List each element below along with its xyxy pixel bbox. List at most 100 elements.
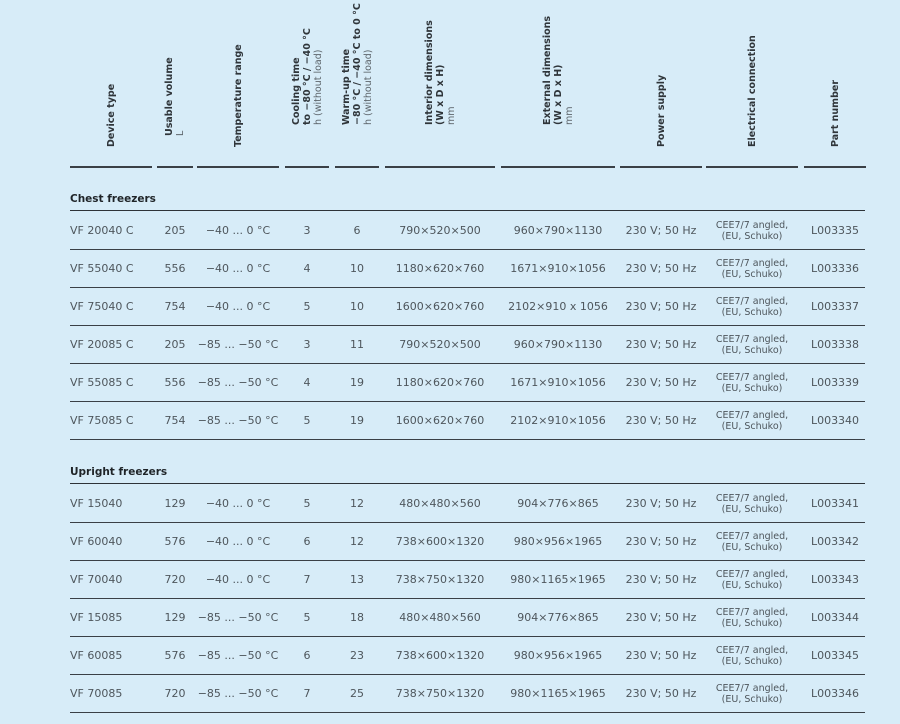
section-title: Chest freezers xyxy=(70,193,865,211)
table-cell: 230 V; 50 Hz xyxy=(625,611,697,624)
table-cell: 980×956×1965 xyxy=(513,535,603,548)
table-cell: 6 xyxy=(353,224,361,237)
table-cell: −40 ... 0 °C xyxy=(205,262,271,275)
table-cell: VF 60040 xyxy=(70,535,123,548)
header-text: Electrical connection xyxy=(746,35,758,147)
table-header: Device type Usable volume L Temperature ran… xyxy=(0,0,900,170)
table-cell: VF 15085 xyxy=(70,611,123,624)
table-cell: VF 20040 C xyxy=(70,224,134,237)
table-cell: L003344 xyxy=(810,611,860,624)
table-row: VF 20040 C 205 −40 ... 0 °C 3 6 790×520×500 96… xyxy=(70,212,865,250)
table-cell: 7 xyxy=(303,573,311,586)
header-text: Power supply xyxy=(655,74,667,147)
header-text: Part number xyxy=(829,79,841,147)
table-cell: 6 xyxy=(303,535,311,548)
table-cell: VF 55040 C xyxy=(70,262,134,275)
header-unit: h (without load) xyxy=(362,49,374,126)
table-cell: −40 ... 0 °C xyxy=(205,573,271,586)
table-cell: CEE7/7 angled, (EU, Schuko) xyxy=(715,333,789,356)
table-cell: 980×1165×1965 xyxy=(510,687,606,700)
table-cell: 129 xyxy=(164,497,186,510)
table-cell: 230 V; 50 Hz xyxy=(625,414,697,427)
table-cell: 230 V; 50 Hz xyxy=(625,573,697,586)
table-cell: L003346 xyxy=(810,687,860,700)
table-cell: VF 70040 xyxy=(70,573,123,586)
section-title: Upright freezers xyxy=(70,466,865,484)
table-row: VF 15085 129 −85 ... −50 °C 5 18 480×480×560 9… xyxy=(70,599,865,637)
table-cell: 576 xyxy=(164,535,186,548)
table-cell: 12 xyxy=(350,535,364,548)
header-text: (W x D x H) xyxy=(434,64,446,125)
table-cell: L003338 xyxy=(810,338,860,351)
header-text: to −80 °C / −40 °C xyxy=(301,28,313,125)
table-cell: 230 V; 50 Hz xyxy=(625,649,697,662)
table-cell: 5 xyxy=(303,611,311,624)
table-cell: −85 ... −50 °C xyxy=(197,649,279,662)
table-cell: 3 xyxy=(303,338,311,351)
table-cell: CEE7/7 angled, (EU, Schuko) xyxy=(715,530,789,553)
table-cell: 720 xyxy=(164,687,186,700)
table-cell: 11 xyxy=(350,338,364,351)
table-cell: 129 xyxy=(164,611,186,624)
table-cell: CEE7/7 angled, (EU, Schuko) xyxy=(715,606,789,629)
table-cell: 980×956×1965 xyxy=(513,649,603,662)
header-cell: Device type xyxy=(70,14,152,168)
table-cell: 754 xyxy=(164,300,186,313)
header-label: Power supply xyxy=(656,75,667,147)
table-cell: 10 xyxy=(350,262,364,275)
table-cell: 960×790×1130 xyxy=(513,338,603,351)
table-cell: CEE7/7 angled, (EU, Schuko) xyxy=(715,682,789,705)
table-cell: VF 70085 xyxy=(70,687,123,700)
table-cell: 790×520×500 xyxy=(399,338,481,351)
header-cell: Cooling time to −80 °C / −40 °C h (without… xyxy=(285,14,329,168)
table-cell: VF 60085 xyxy=(70,649,123,662)
table-row: VF 75040 C 754 −40 ... 0 °C 5 10 1600×620×760… xyxy=(70,288,865,326)
table-cell: 960×790×1130 xyxy=(513,224,603,237)
table-cell: 556 xyxy=(164,262,186,275)
table-cell: 205 xyxy=(164,338,186,351)
table-cell: 4 xyxy=(303,262,311,275)
header-cell: Warm-up time −80 °C / −40 °C to 0 °C h (wi… xyxy=(335,3,379,168)
header-text: (W x D x H) xyxy=(552,64,564,125)
table-cell: −85 ... −50 °C xyxy=(197,611,279,624)
table-cell: 6 xyxy=(303,649,311,662)
table-cell: 13 xyxy=(350,573,364,586)
header-label: Device type xyxy=(106,84,117,147)
table-cell: 1180×620×760 xyxy=(395,262,485,275)
table-cell: 1180×620×760 xyxy=(395,376,485,389)
table-cell: 738×600×1320 xyxy=(395,649,485,662)
table-cell: 5 xyxy=(303,414,311,427)
table-cell: 1600×620×760 xyxy=(395,300,485,313)
table-cell: −85 ... −50 °C xyxy=(197,376,279,389)
table-row: VF 75085 C 754 −85 ... −50 °C 5 19 1600×620×7… xyxy=(70,402,865,440)
table-cell: 2102×910×1056 xyxy=(510,414,606,427)
table-cell: L003340 xyxy=(810,414,860,427)
table-cell: L003341 xyxy=(810,497,860,510)
table-cell: L003343 xyxy=(810,573,860,586)
table-cell: CEE7/7 angled, (EU, Schuko) xyxy=(715,257,789,280)
header-unit: L xyxy=(175,130,186,136)
table-cell: 230 V; 50 Hz xyxy=(625,497,697,510)
header-unit: mm xyxy=(445,106,457,125)
table-cell: CEE7/7 angled, (EU, Schuko) xyxy=(715,568,789,591)
table-cell: −85 ... −50 °C xyxy=(197,414,279,427)
table-cell: 904×776×865 xyxy=(517,611,599,624)
header-text: Device type xyxy=(105,83,117,147)
header-cell: Part number xyxy=(804,14,866,168)
header-unit: h (without load) xyxy=(312,49,324,126)
table-cell: 576 xyxy=(164,649,186,662)
table-row: VF 15040 129 −40 ... 0 °C 5 12 480×480×560 904… xyxy=(70,485,865,523)
table-cell: −85 ... −50 °C xyxy=(197,687,279,700)
table-cell: VF 15040 xyxy=(70,497,123,510)
table-cell: 10 xyxy=(350,300,364,313)
table-cell: 230 V; 50 Hz xyxy=(625,687,697,700)
header-unit: mm xyxy=(563,106,575,125)
table-cell: 19 xyxy=(350,376,364,389)
table-cell: CEE7/7 angled, (EU, Schuko) xyxy=(715,219,789,242)
table-row: VF 70085 720 −85 ... −50 °C 7 25 738×750×1320… xyxy=(70,675,865,713)
header-cell: Usable volume L xyxy=(157,14,193,168)
table-cell: VF 55085 C xyxy=(70,376,134,389)
table-cell: L003345 xyxy=(810,649,860,662)
header-label: Temperature range xyxy=(233,44,244,147)
